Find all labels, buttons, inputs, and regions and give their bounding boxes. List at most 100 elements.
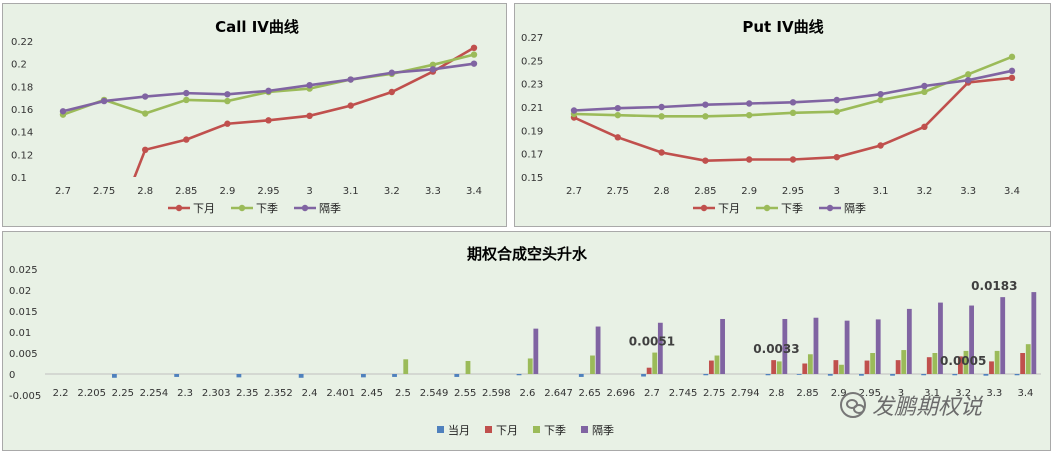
y-tick-label: 0.1 xyxy=(11,173,27,184)
bar xyxy=(174,374,180,377)
bar xyxy=(236,374,242,378)
y-tick-label: -0.005 xyxy=(9,391,41,402)
x-tick-label: 2.9 xyxy=(741,186,757,197)
bar xyxy=(901,350,907,374)
bar xyxy=(989,361,994,374)
bar xyxy=(298,374,304,378)
y-tick-label: 0.18 xyxy=(11,82,33,93)
bar xyxy=(1020,353,1026,374)
bar xyxy=(983,374,989,376)
data-point xyxy=(570,107,578,114)
y-tick-label: 0.025 xyxy=(9,265,38,276)
x-tick-label: 2.35 xyxy=(236,388,258,399)
y-tick-label: 0.22 xyxy=(11,37,33,48)
put-iv-chart: Put IV曲线 0.15 0.17 0.19 0.21 0.23 0.25 0.27 2.7 2… xyxy=(521,18,1020,215)
data-point xyxy=(614,104,621,112)
legend-marker xyxy=(700,204,708,212)
data-point xyxy=(833,153,840,161)
data-point xyxy=(833,96,840,104)
x-tick-label: 2.9 xyxy=(831,388,847,399)
data-point xyxy=(877,90,884,98)
data-point xyxy=(921,88,928,96)
data-point xyxy=(142,93,149,100)
y-tick-label: 0.14 xyxy=(11,128,33,139)
bar xyxy=(527,358,533,374)
legend-marker xyxy=(763,204,771,212)
data-point xyxy=(1008,74,1016,82)
x-tick-label: 2.3 xyxy=(177,388,193,399)
x-tick-label: 3 xyxy=(306,186,312,197)
x-tick-label: 2.45 xyxy=(361,388,383,399)
x-tick-label: 3.4 xyxy=(1017,388,1033,399)
bar xyxy=(657,322,663,374)
bar xyxy=(533,328,539,374)
x-tick-label: 2.6 xyxy=(519,388,535,399)
data-point xyxy=(388,88,395,96)
x-tick-label: 2.745 xyxy=(669,388,698,399)
bar xyxy=(963,350,969,374)
call-iv-chart-panel: Call IV曲线 0.1 0.12 0.14 0.16 0.18 0.2 0.22 2.7 2.… xyxy=(2,3,507,227)
data-point xyxy=(470,51,478,58)
x-tick-label: 2.55 xyxy=(454,388,476,399)
data-point xyxy=(921,123,928,131)
data-point xyxy=(658,149,665,156)
x-tick-label: 2.549 xyxy=(420,388,449,399)
y-tick-label: 0.01 xyxy=(9,328,31,339)
bar xyxy=(465,360,471,374)
data-point xyxy=(1008,53,1016,61)
bar xyxy=(703,374,709,376)
x-tick-label: 2.352 xyxy=(264,388,293,399)
x-tick-label: 3.3 xyxy=(425,186,441,197)
bar xyxy=(827,374,833,376)
legend-label: 隔季 xyxy=(592,424,614,437)
x-tick-label: 2.598 xyxy=(482,388,511,399)
bar xyxy=(1025,344,1031,374)
series-line-1 xyxy=(62,53,475,116)
bar xyxy=(870,353,876,374)
x-tick-label: 2.85 xyxy=(175,186,197,197)
x-tick-label: 3 xyxy=(898,388,904,399)
x-tick-label: 3.2 xyxy=(916,186,932,197)
data-label: 0.0005 xyxy=(940,354,986,368)
bar xyxy=(921,374,927,376)
x-tick-label: 2.647 xyxy=(544,388,573,399)
bar xyxy=(392,374,397,377)
data-point xyxy=(183,136,190,143)
watermark-text: 发鹏期权说 xyxy=(872,395,983,420)
legend-label: 隔季 xyxy=(319,202,341,215)
legend-marker xyxy=(175,204,183,212)
x-tick-label: 3.1 xyxy=(343,186,359,197)
data-point xyxy=(965,76,972,84)
bar xyxy=(952,374,958,376)
y-tick-label: 0.21 xyxy=(521,103,543,114)
bar xyxy=(844,320,850,374)
data-point xyxy=(702,157,709,164)
legend-swatch xyxy=(533,426,540,433)
bar xyxy=(516,374,522,376)
bar xyxy=(833,360,839,374)
bar xyxy=(578,374,584,377)
bar xyxy=(926,357,932,374)
x-tick-label: 2.4 xyxy=(302,388,318,399)
bar xyxy=(802,363,808,374)
x-tick-label: 3.4 xyxy=(1004,186,1020,197)
data-point xyxy=(921,82,928,90)
data-point xyxy=(658,113,665,120)
bar xyxy=(864,360,870,374)
data-point xyxy=(965,71,972,78)
x-tick-label: 2.2 xyxy=(53,388,69,399)
x-tick-label: 2.401 xyxy=(326,388,355,399)
data-point xyxy=(429,61,437,68)
legend-marker xyxy=(301,204,309,212)
y-tick-label: 0.005 xyxy=(9,349,38,360)
x-tick-label: 3.3 xyxy=(960,186,976,197)
x-tick-label: 2.254 xyxy=(140,388,169,399)
data-point xyxy=(833,108,840,115)
bar xyxy=(938,302,943,374)
data-point xyxy=(746,156,753,163)
bar xyxy=(652,352,658,374)
data-point xyxy=(702,101,709,108)
data-point xyxy=(614,134,621,141)
data-point xyxy=(388,69,395,76)
bar xyxy=(1031,292,1037,374)
